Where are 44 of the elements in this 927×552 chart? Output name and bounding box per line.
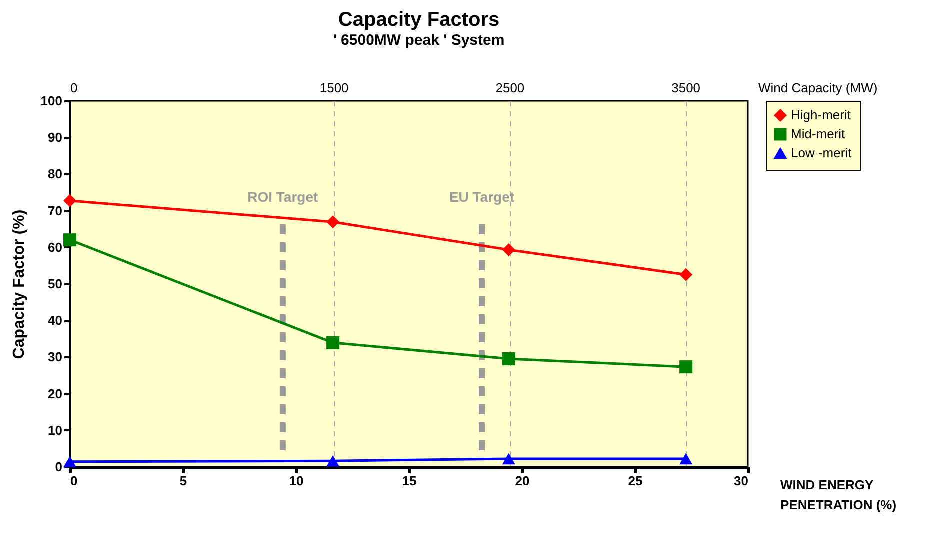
point xyxy=(63,194,77,208)
y-tick-label: 90 xyxy=(48,130,62,146)
legend-label: Mid-merit xyxy=(791,126,846,142)
x-tick-label: 20 xyxy=(515,474,530,488)
legend-label: High-merit xyxy=(791,108,852,122)
point xyxy=(502,243,516,256)
point xyxy=(680,453,693,465)
y-tick-label: 60 xyxy=(48,240,62,255)
point xyxy=(63,234,77,247)
point xyxy=(63,456,77,468)
x-tick-label: 0 xyxy=(70,474,78,488)
x-tick-label: 30 xyxy=(734,474,748,488)
y-tick-label: 80 xyxy=(48,166,62,182)
y-tick-label: 100 xyxy=(40,94,62,108)
x2-tick-label: 1500 xyxy=(320,80,349,96)
x-axis-title: WIND ENERGY PENETRATION (%) xyxy=(780,478,897,512)
point xyxy=(326,216,340,229)
ref-line-label: EU Target xyxy=(449,188,515,205)
x2-tick-label: 0 xyxy=(70,80,78,96)
point xyxy=(680,360,693,374)
point xyxy=(502,352,516,366)
y-tick-label: 40 xyxy=(48,313,62,328)
y-tick-label: 20 xyxy=(48,386,62,402)
point xyxy=(680,268,693,282)
x-tick-label: 5 xyxy=(180,474,188,488)
y-tick-label: 0 xyxy=(55,460,62,474)
x-tick-label: 10 xyxy=(289,474,304,488)
x2-tick-label: 2500 xyxy=(496,80,525,96)
x2-tick-label: 3500 xyxy=(672,80,701,96)
x-tick-label: 15 xyxy=(402,474,417,488)
x2-axis-title: Wind Capacity (MW) xyxy=(758,80,878,96)
y-tick-label: 50 xyxy=(48,276,62,292)
legend-label: Low -merit xyxy=(791,146,852,160)
x-tick-label: 25 xyxy=(628,474,643,488)
point xyxy=(326,336,340,350)
y-axis-title: Capacity Factor (%) xyxy=(10,210,28,360)
chart-title: Capacity Factors xyxy=(338,9,500,31)
chart-subtitle: ' 6500MW peak ' System xyxy=(333,32,505,49)
ref-line-label: ROI Target xyxy=(248,188,318,205)
y-tick-label: 30 xyxy=(48,350,62,365)
point xyxy=(326,456,340,467)
point xyxy=(502,453,516,465)
y-tick-label: 10 xyxy=(48,422,62,438)
y-tick-label: 70 xyxy=(48,203,62,218)
